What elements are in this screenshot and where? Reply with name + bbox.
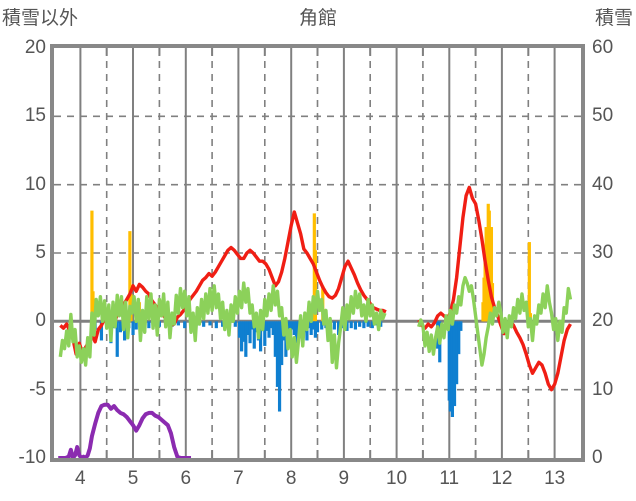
left-axis-title: 積雪以外 [2,8,79,29]
plot-area [54,48,581,458]
x-axis-tick-label: 6 [180,468,192,489]
y-axis-tick-label: -10 [18,447,46,468]
y-axis-tick-label: -5 [29,378,46,400]
bar [277,321,282,412]
bar [320,321,324,330]
bar [309,321,313,335]
bar [313,250,317,322]
bar [448,321,452,412]
bar [307,321,311,329]
y2-axis-tick-label: 40 [592,173,614,195]
bar [290,321,294,330]
bar [233,321,237,327]
bar [128,231,132,322]
bar [358,321,362,327]
bar [115,321,119,357]
bar [271,321,275,335]
bar [336,321,341,335]
bar [366,321,370,327]
bar [273,321,277,357]
y2-axis-tick-label: 50 [592,105,614,127]
bar [237,321,242,338]
bar [90,210,94,322]
series-path [417,275,573,367]
bar [202,321,206,327]
bar [294,321,299,344]
x-axis-tick-label: 4 [75,468,86,489]
series-path [58,402,192,458]
bar [208,321,212,326]
bar [527,242,531,322]
bar [292,321,296,335]
right-axis-title: 積雪 [594,8,633,29]
x-axis-tick-label: 9 [338,468,350,489]
green-line [58,275,573,370]
series-path [58,281,387,370]
y2-axis-tick-label: 30 [592,242,614,263]
bar [353,321,358,330]
bar [246,321,250,335]
x-axis-tick-label: 8 [285,468,297,489]
bar [457,321,461,355]
bar [313,321,317,338]
bar [370,321,374,329]
bar [455,321,459,385]
blue-bars [93,321,463,417]
purple-line-snow-depth [58,402,192,458]
bar [362,321,366,329]
bar [242,321,246,342]
bar [311,321,315,330]
bar [147,321,151,329]
bar [250,321,254,330]
y-axis-tick-label: 5 [35,242,46,263]
bar [214,321,218,329]
x-axis-tick-label: 11 [439,468,460,489]
chart-title: 角館 [298,8,337,29]
bar [240,321,244,352]
bar [258,321,263,352]
bar [345,321,349,331]
x-axis-tick-label: 12 [491,468,513,489]
bar [99,321,104,341]
bar [123,321,127,341]
y2-axis-tick-label: 60 [592,37,614,58]
bar [118,321,122,333]
bar [131,321,135,335]
bar [349,321,353,329]
y-axis-tick-label: 20 [24,37,46,58]
bar [332,321,336,330]
x-axis-tick-label: 5 [127,468,139,489]
y2-axis-tick-label: 10 [592,378,614,400]
bar [459,321,463,331]
bar [134,321,138,330]
bar [248,321,252,344]
bar [265,321,269,331]
bar [267,321,271,338]
chart-canvas [54,48,581,458]
y-axis-tick-label: 0 [35,310,46,332]
bar [252,321,256,349]
bar [450,321,455,417]
bar [176,321,180,326]
bar [244,321,248,357]
bar [91,291,95,322]
bar [452,321,457,407]
x-axis-tick-label: 13 [544,468,566,489]
bar [183,321,187,329]
y2-axis-tick-label: 20 [592,310,614,332]
bar [263,321,267,346]
y2-axis-tick-label: 0 [592,447,603,468]
y-axis-tick-label: 15 [24,105,46,127]
bar [280,321,284,366]
plot-frame [50,44,585,462]
bar [315,321,320,333]
bar [489,227,494,322]
bar [269,321,273,329]
bar [275,321,280,387]
y-axis-tick-label: 10 [24,173,46,195]
x-axis-tick-label: 10 [385,468,408,489]
x-axis-tick-label: 7 [233,468,244,489]
